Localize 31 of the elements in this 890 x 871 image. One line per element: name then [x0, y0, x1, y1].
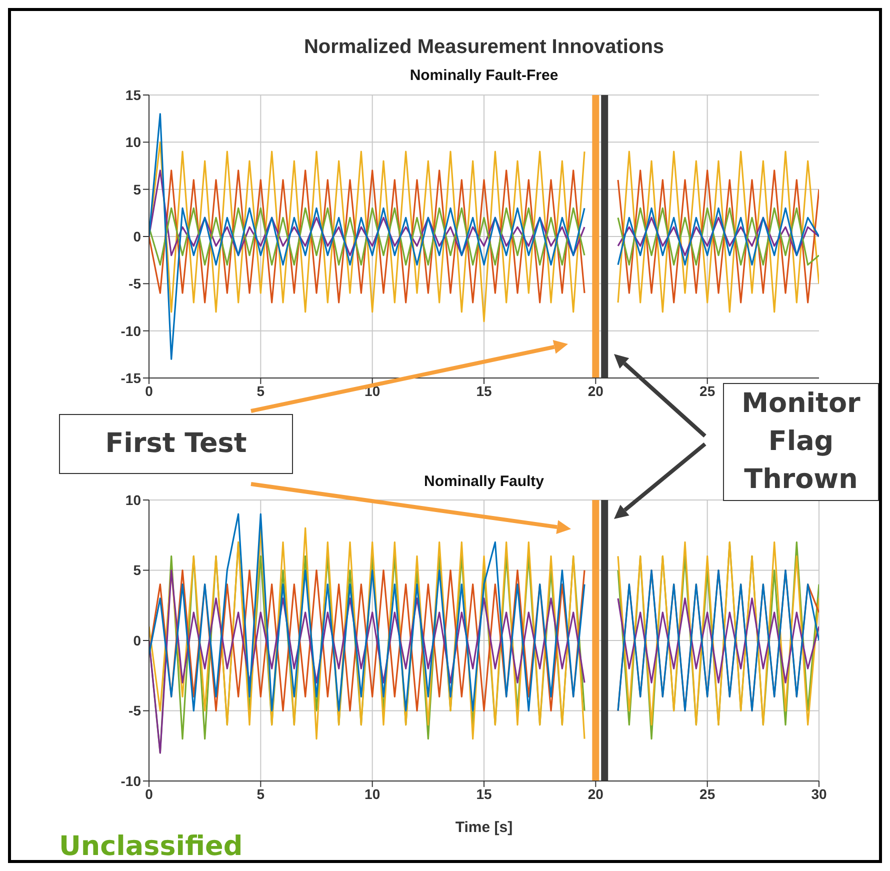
chart-title: Normalized Measurement Innovations	[302, 36, 666, 59]
y-tick-label: -10	[120, 772, 142, 789]
y-tick-label: -5	[128, 702, 142, 719]
y-tick-label: 5	[133, 181, 142, 198]
chart-title: Nominally Faulty	[424, 473, 544, 490]
x-tick-label: 0	[145, 382, 154, 399]
chart-subtitle: Nominally Fault-Free	[408, 67, 560, 84]
y-tick-label: 10	[125, 134, 142, 150]
y-tick-label: 5	[133, 562, 142, 578]
y-tick-label: -15	[120, 370, 142, 386]
x-tick-label: 0	[145, 786, 154, 802]
x-tick-label: 30	[811, 786, 827, 802]
x-tick-label: 20	[588, 786, 604, 802]
x-tick-label: 25	[700, 382, 716, 399]
x-tick-label: 25	[700, 786, 716, 802]
x-tick-label: 15	[476, 786, 492, 802]
y-tick-label: -5	[128, 276, 142, 292]
x-tick-label: 15	[476, 382, 492, 399]
text: Unclassified	[59, 831, 243, 862]
x-tick-label: 5	[256, 382, 265, 399]
x-axis-title: Time [s]	[455, 819, 513, 836]
x-tick-label: 5	[256, 786, 265, 802]
y-tick-label: 10	[125, 492, 142, 508]
text: Monitor Flag Thrown	[723, 383, 879, 501]
text: First Test	[59, 414, 293, 474]
y-tick-label: 15	[125, 86, 142, 103]
y-tick-label: -10	[120, 322, 142, 339]
x-tick-label: 10	[364, 786, 380, 802]
x-tick-label: 20	[588, 382, 604, 399]
y-tick-label: 0	[133, 228, 142, 244]
y-tick-label: 0	[133, 632, 142, 648]
